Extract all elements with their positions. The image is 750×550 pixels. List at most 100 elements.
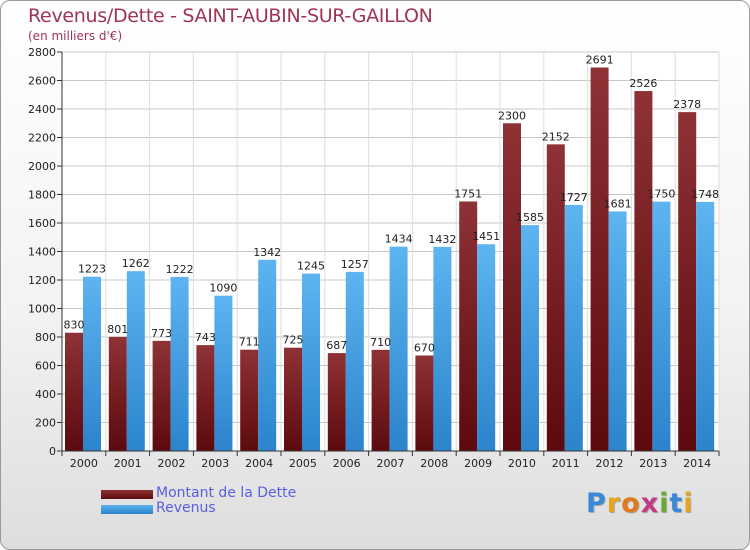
- y-tick-label: 200: [35, 417, 56, 430]
- bar-revenue: [521, 225, 539, 451]
- y-tick-label: 600: [35, 360, 56, 373]
- x-tick-label: 2009: [464, 457, 492, 470]
- x-tick-label: 2014: [683, 457, 711, 470]
- value-label-debt: 1751: [454, 187, 482, 200]
- axis-layer: 0 200 400 600 800 1000 1200 1400 1600 1800 2000 220…: [28, 46, 720, 470]
- bar-debt: [634, 91, 653, 452]
- legend-label-revenue: Revenus: [156, 500, 216, 516]
- bars-layer: [65, 67, 715, 452]
- chart-title: Revenus/Dette - SAINT-AUBIN-SUR-GAILLON: [28, 5, 433, 27]
- bar-debt: [546, 144, 565, 451]
- value-label-revenue: 1432: [428, 233, 456, 246]
- bar-revenue: [389, 246, 408, 451]
- logo-letter: t: [669, 488, 684, 519]
- value-label-revenue: 1222: [166, 263, 194, 276]
- y-tick-label: 1400: [28, 246, 56, 259]
- value-label-debt: 830: [64, 319, 85, 332]
- value-label-debt: 2378: [673, 98, 701, 111]
- x-tick-label: 2007: [377, 457, 405, 470]
- x-tick-label: 2002: [158, 457, 186, 470]
- x-tick-label: 2013: [639, 457, 667, 470]
- legend-swatch-debt: [101, 490, 153, 499]
- bar-revenue: [696, 201, 715, 451]
- bar-debt: [284, 347, 302, 451]
- proxiti-logo: Proxiti: [586, 488, 694, 519]
- y-tick-label: 1600: [28, 217, 56, 230]
- chart-subtitle: (en milliers d'€): [28, 29, 123, 43]
- logo-letter: r: [606, 488, 622, 519]
- logo-letter: o: [621, 488, 641, 519]
- x-tick-label: 2001: [114, 457, 142, 470]
- bar-debt: [108, 336, 127, 451]
- y-tick-label: 1800: [28, 189, 56, 202]
- value-label-revenue: 1748: [691, 188, 719, 201]
- x-tick-label: 2008: [420, 457, 448, 470]
- value-label-debt: 711: [239, 336, 260, 349]
- x-tick-label: 2011: [552, 457, 580, 470]
- bar-debt: [196, 345, 215, 451]
- logo-letter: i: [659, 488, 670, 519]
- bar-revenue: [302, 273, 320, 451]
- x-tick-label: 2010: [508, 457, 536, 470]
- value-label-revenue: 1451: [472, 230, 500, 243]
- bar-debt: [590, 67, 609, 451]
- x-tick-label: 2000: [70, 457, 98, 470]
- value-label-debt: 710: [370, 336, 391, 349]
- value-label-debt: 743: [195, 331, 216, 344]
- bar-revenue: [83, 276, 101, 451]
- y-tick-label: 1200: [28, 274, 56, 287]
- value-label-debt: 801: [107, 323, 128, 336]
- bar-revenue: [170, 276, 189, 451]
- y-tick-label: 400: [35, 388, 56, 401]
- labels-layer: 830 801 773 743 711 725 687 710 670 1751 2300 2152 2…: [64, 54, 720, 355]
- y-tick-label: 2000: [28, 160, 56, 173]
- bar-revenue: [652, 201, 671, 451]
- bar-debt: [503, 123, 521, 451]
- legend-label-debt: Montant de la Dette: [156, 485, 297, 501]
- logo-letter: x: [640, 488, 660, 519]
- value-label-revenue: 1342: [253, 246, 281, 259]
- value-label-revenue: 1262: [122, 257, 150, 270]
- y-tick-label: 2400: [28, 103, 56, 116]
- logo-letter: i: [683, 488, 694, 519]
- bar-debt: [678, 112, 697, 451]
- legend-swatch-revenue: [101, 505, 153, 514]
- value-label-debt: 670: [414, 342, 435, 355]
- logo-letter: P: [586, 488, 607, 519]
- x-tick-label: 2006: [333, 457, 361, 470]
- value-label-debt: 725: [283, 334, 304, 347]
- value-label-revenue: 1434: [385, 233, 413, 246]
- bar-debt: [371, 349, 390, 451]
- value-label-debt: 687: [326, 339, 347, 352]
- value-label-revenue: 1727: [560, 191, 588, 204]
- x-tick-label: 2005: [289, 457, 317, 470]
- y-tick-label: 2800: [28, 46, 56, 59]
- value-label-revenue: 1257: [341, 258, 369, 271]
- value-label-revenue: 1750: [647, 188, 675, 201]
- y-tick-label: 800: [35, 331, 56, 344]
- x-tick-label: 2003: [201, 457, 229, 470]
- bar-debt: [415, 355, 434, 451]
- bar-debt: [65, 332, 83, 451]
- bar-revenue: [433, 246, 452, 451]
- x-tick-label: 2004: [245, 457, 273, 470]
- bar-debt: [240, 349, 259, 451]
- bar-revenue: [126, 271, 145, 451]
- bar-debt: [152, 340, 171, 451]
- value-label-debt: 2526: [629, 77, 657, 90]
- value-label-revenue: 1090: [209, 282, 237, 295]
- y-tick-label: 1000: [28, 303, 56, 316]
- bar-revenue: [345, 271, 364, 451]
- value-label-debt: 2152: [542, 130, 570, 143]
- y-tick-label: 0: [49, 445, 56, 458]
- value-label-revenue: 1681: [604, 197, 632, 210]
- value-label-debt: 2300: [498, 109, 526, 122]
- bar-revenue: [258, 259, 277, 451]
- y-tick-label: 2600: [28, 75, 56, 88]
- value-label-revenue: 1223: [78, 263, 106, 276]
- value-label-debt: 2691: [586, 54, 614, 67]
- bar-revenue: [477, 244, 496, 451]
- bar-debt: [459, 201, 478, 451]
